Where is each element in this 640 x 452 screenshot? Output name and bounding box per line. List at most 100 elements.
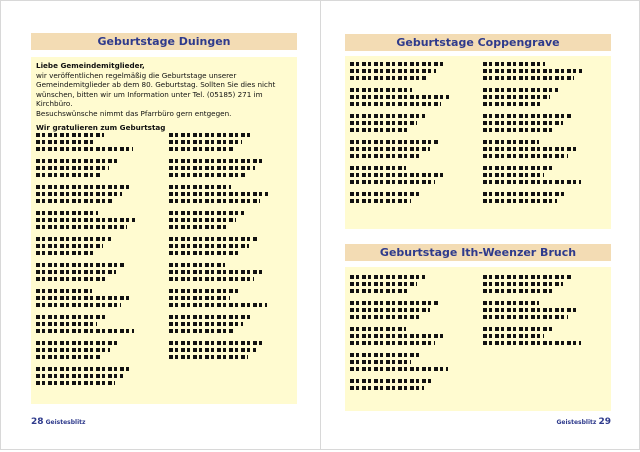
redacted-entry [350, 315, 422, 319]
redacted-entry [483, 140, 539, 144]
footer-right: Geistesblitz 29 [556, 417, 611, 427]
redacted-entry [169, 277, 254, 281]
redacted-entry [169, 185, 231, 189]
redacted-entry [36, 211, 98, 215]
redacted-entry [169, 133, 250, 137]
redacted-entry [36, 244, 103, 248]
title-ith-weenzer-bruch: Geburtstage Ith-Weenzer Bruch [345, 244, 611, 261]
redacted-entry [350, 289, 409, 293]
redacted-entry [350, 308, 430, 312]
title-duingen: Geburtstage Duingen [31, 33, 297, 50]
redacted-entry [36, 315, 105, 319]
redacted-entry [36, 348, 110, 352]
redacted-entry [36, 192, 122, 196]
redacted-list-col1 [36, 133, 136, 393]
redacted-entry [36, 289, 92, 293]
redacted-entry [483, 128, 555, 132]
redacted-entry [36, 367, 131, 371]
redacted-entry [350, 69, 436, 73]
redacted-entry [36, 133, 104, 137]
subheading: Wir gratulieren zum Geburtstag [36, 122, 166, 132]
redacted-entry [169, 192, 268, 196]
redacted-entry [483, 308, 576, 312]
redacted-entry [169, 355, 248, 359]
redacted-entry [350, 102, 441, 106]
birthday-box-ith-weenzer-bruch [345, 267, 611, 411]
redacted-entry [350, 199, 411, 203]
page-number: 29 [598, 417, 611, 427]
redacted-entry [350, 282, 417, 286]
redacted-entry [483, 95, 550, 99]
redacted-entry [350, 140, 438, 144]
birthday-box-coppengrave [345, 56, 611, 229]
redacted-entry [36, 374, 123, 378]
redacted-entry [36, 329, 134, 333]
redacted-entry [36, 263, 124, 267]
birthday-box-duingen: Liebe Gemeindemitglieder, wir veröffentl… [31, 57, 297, 404]
redacted-entry [36, 140, 96, 144]
redacted-entry [483, 147, 576, 151]
redacted-entry [350, 147, 430, 151]
redacted-entry [350, 180, 435, 184]
redacted-entry [483, 315, 568, 319]
redacted-entry [483, 275, 571, 279]
redacted-entry [169, 140, 242, 144]
redacted-entry [36, 388, 136, 393]
redacted-entry [483, 327, 552, 331]
redacted-entry [36, 322, 97, 326]
page-number: 28 [31, 417, 44, 427]
redacted-entry [169, 211, 244, 215]
redacted-entry [36, 251, 95, 255]
redacted-entry [169, 348, 256, 352]
redacted-entry [483, 114, 571, 118]
redacted-list-col2 [483, 62, 583, 206]
redacted-entry [169, 315, 251, 319]
redacted-entry [483, 166, 552, 170]
redacted-list-col1 [350, 275, 450, 393]
redacted-entry [36, 237, 111, 241]
redacted-list-col1 [350, 62, 450, 206]
redacted-entry [350, 192, 419, 196]
redacted-entry [169, 147, 234, 151]
redacted-entry [483, 69, 582, 73]
redacted-entry [169, 244, 249, 248]
title-coppengrave: Geburtstage Coppengrave [345, 34, 611, 51]
redacted-entry [169, 270, 262, 274]
intro-text: Liebe Gemeindemitglieder, wir veröffentl… [36, 61, 292, 132]
redacted-entry [169, 322, 243, 326]
redacted-entry [483, 102, 542, 106]
redacted-entry [350, 334, 443, 338]
redacted-entry [169, 329, 235, 333]
redacted-entry [169, 199, 260, 203]
redacted-entry [169, 237, 257, 241]
redacted-entry [350, 95, 449, 99]
redacted-entry [350, 353, 419, 357]
redacted-entry [36, 218, 135, 222]
redacted-entry [483, 173, 544, 177]
redacted-entry [350, 166, 406, 170]
redacted-entry [483, 348, 583, 353]
redacted-entry [483, 282, 563, 286]
redacted-entry [483, 199, 557, 203]
redacted-entry [483, 154, 568, 158]
redacted-entry [36, 147, 133, 151]
redacted-entry [36, 303, 121, 307]
redacted-entry [36, 381, 115, 385]
redacted-entry [483, 88, 558, 92]
redacted-entry [350, 76, 428, 80]
redacted-entry [350, 327, 406, 331]
redacted-entry [36, 296, 129, 300]
redacted-entry [169, 218, 236, 222]
redacted-entry [169, 251, 241, 255]
redacted-entry [483, 301, 539, 305]
redacted-entry [36, 185, 130, 189]
redacted-entry [483, 121, 563, 125]
redacted-entry [36, 173, 101, 177]
redacted-entry [483, 192, 565, 196]
redacted-entry [350, 88, 412, 92]
magazine-name: Geistesblitz [45, 419, 86, 426]
redacted-entry [36, 166, 109, 170]
redacted-entry [169, 159, 263, 163]
redacted-entry [350, 121, 417, 125]
redacted-list-col2 [169, 133, 269, 367]
